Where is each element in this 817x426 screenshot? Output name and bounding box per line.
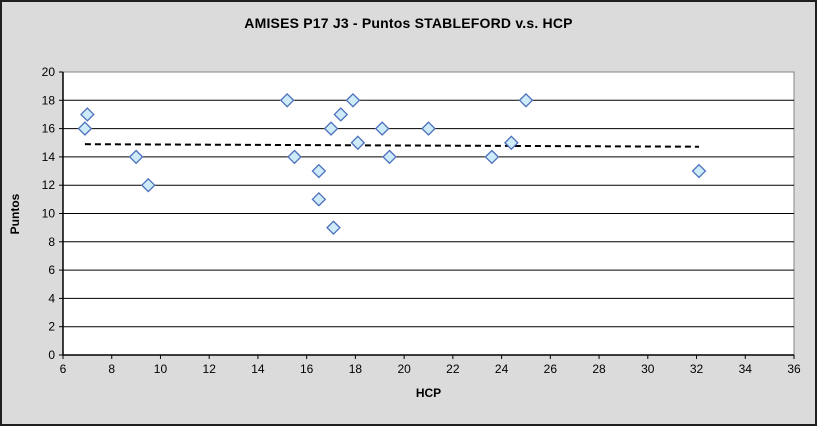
x-tick-label: 24 (495, 362, 509, 376)
y-tick-label: 20 (42, 65, 56, 79)
scatter-point (80, 107, 95, 122)
y-tick-label: 2 (48, 320, 55, 334)
scatter-point (128, 149, 144, 165)
scatter-point (350, 135, 366, 151)
scatter-point (382, 149, 397, 165)
chart-title: AMISES P17 J3 - Puntos STABLEFORD v.s. H… (244, 15, 573, 31)
scatter-point (311, 163, 327, 179)
y-tick-label: 18 (42, 93, 56, 107)
y-tick-label: 6 (48, 263, 55, 277)
x-tick-label: 6 (60, 362, 67, 376)
x-tick-label: 32 (690, 362, 704, 376)
scatter-point (518, 92, 534, 108)
scatter-point (333, 107, 349, 122)
x-tick-label: 34 (739, 362, 753, 376)
x-tick-label: 36 (787, 362, 801, 376)
scatter-point (279, 92, 295, 108)
y-axis-title: Puntos (8, 193, 22, 235)
x-tick-label: 22 (446, 362, 460, 376)
x-tick-label: 8 (108, 362, 115, 376)
x-tick-label: 18 (349, 362, 363, 376)
scatter-point (287, 149, 302, 165)
x-axis-title: HCP (415, 386, 442, 400)
scatter-point (484, 149, 500, 165)
y-tick-label: 12 (42, 178, 56, 192)
y-tick-label: 8 (48, 235, 55, 249)
x-tick-label: 10 (154, 362, 168, 376)
y-tick-label: 4 (48, 291, 55, 305)
x-tick-label: 28 (592, 362, 606, 376)
x-tick-label: 30 (641, 362, 655, 376)
scatter-point (374, 121, 390, 136)
x-tick-label: 12 (203, 362, 217, 376)
scatter-point (691, 163, 707, 179)
x-tick-label: 16 (300, 362, 314, 376)
y-tick-label: 14 (42, 150, 56, 164)
x-tick-label: 14 (251, 362, 265, 376)
trendline (84, 143, 699, 148)
y-tick-label: 10 (42, 207, 56, 221)
scatter-point (504, 135, 519, 151)
scatter-point (323, 121, 339, 136)
scatter-point (326, 220, 341, 235)
scatter-point (311, 192, 327, 207)
scatter-point (77, 121, 93, 136)
y-tick-label: 0 (48, 348, 55, 362)
x-tick-label: 26 (544, 362, 558, 376)
scatter-point (345, 92, 361, 108)
x-tick-label: 20 (397, 362, 411, 376)
y-tick-label: 16 (42, 122, 56, 136)
scatter-point (140, 177, 156, 193)
scatter-point (421, 121, 436, 136)
